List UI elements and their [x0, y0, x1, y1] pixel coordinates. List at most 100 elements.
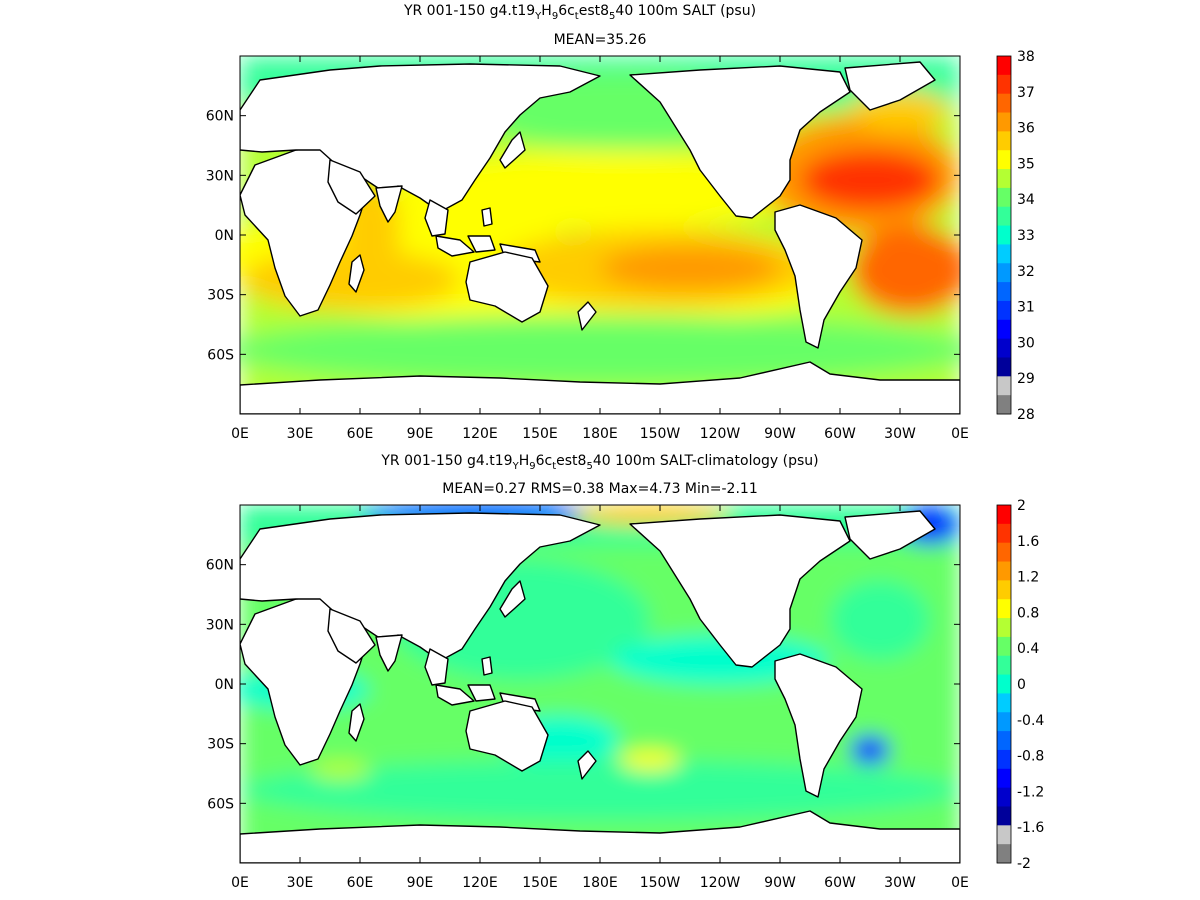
lat-tick-label: 60N [206, 109, 234, 125]
colorbar-label: 29 [1017, 371, 1035, 387]
lon-tick-label: 120E [462, 426, 498, 442]
colorbar-label: 38 [1017, 49, 1035, 65]
colorbar-swatch [997, 655, 1011, 676]
lat-tick-label: 60S [207, 796, 234, 812]
lon-tick-label: 150W [640, 875, 681, 891]
colorbar-swatch [997, 505, 1011, 525]
colorbar-label: 33 [1017, 228, 1035, 244]
panel-2-lat-axis: 60N 30N 0N 30S 60S [206, 558, 960, 812]
lat-tick-label: 30N [206, 168, 234, 184]
panel-1-lat-axis: 60N 30N 0N 30S 60S [206, 109, 960, 363]
lat-tick-label: 30S [207, 288, 234, 304]
colorbar-swatch [997, 150, 1011, 170]
colorbar-swatch [997, 225, 1011, 245]
lon-tick-label: 60E [347, 426, 374, 442]
lon-tick-label: 0E [231, 875, 249, 891]
panel-2-title: YR 001-150 g4.t19YH96ctest8540 100m SALT… [380, 453, 818, 472]
colorbar-swatch [997, 395, 1011, 415]
colorbar-label: 28 [1017, 407, 1035, 423]
colorbar-label: -0.8 [1017, 749, 1044, 765]
lon-tick-label: 60W [824, 875, 856, 891]
colorbar-label: -0.4 [1017, 713, 1044, 729]
lon-tick-label: 90E [407, 875, 434, 891]
colorbar-swatch [997, 263, 1011, 283]
colorbar-swatch [997, 244, 1011, 264]
lon-tick-label: 120E [462, 875, 498, 891]
panel-2-subtitle: MEAN=0.27 RMS=0.38 Max=4.73 Min=-2.11 [442, 481, 757, 497]
colorbar-label: -1.2 [1017, 784, 1044, 800]
colorbar-swatch [997, 56, 1011, 76]
lat-tick-label: 30N [206, 617, 234, 633]
lon-tick-label: 90E [407, 426, 434, 442]
panel-1-colorbar: 38 37 36 35 34 33 32 31 30 29 28 [996, 49, 1035, 423]
lon-tick-label: 0E [951, 426, 969, 442]
panel-1: YR 001-150 g4.t19YH96ctest8540 100m SALT… [206, 3, 1035, 442]
colorbar-swatch [997, 844, 1011, 864]
colorbar-swatch [997, 731, 1011, 751]
lon-tick-label: 0E [231, 426, 249, 442]
lon-tick-label: 30E [287, 426, 314, 442]
lon-tick-label: 30W [884, 875, 916, 891]
colorbar-label: -2 [1017, 856, 1031, 872]
colorbar-swatch [997, 542, 1011, 563]
panel-2: YR 001-150 g4.t19YH96ctest8540 100m SALT… [206, 453, 1045, 891]
colorbar-label: 34 [1017, 192, 1035, 208]
colorbar-swatch [997, 319, 1011, 340]
colorbar-swatch [997, 636, 1011, 657]
colorbar-swatch [997, 693, 1011, 713]
colorbar-label: 0.4 [1017, 641, 1039, 657]
colorbar-swatch [997, 338, 1011, 358]
colorbar-swatch [997, 300, 1011, 321]
lon-tick-label: 90W [764, 426, 796, 442]
colorbar-label: 36 [1017, 121, 1035, 137]
colorbar-label: 35 [1017, 156, 1035, 172]
lat-tick-label: 30S [207, 737, 234, 753]
lon-tick-label: 120W [700, 426, 741, 442]
colorbar-frame [996, 504, 1012, 864]
colorbar-swatch [997, 74, 1011, 95]
colorbar-swatch [997, 749, 1011, 770]
colorbar-swatch [997, 599, 1011, 619]
colorbar-swatch [997, 131, 1011, 151]
lon-tick-label: 120W [700, 875, 741, 891]
panel-2-lon-axis: 0E 30E 60E 90E 120E 150E 180E 150W 120W 90W 60W 30W… [231, 505, 969, 891]
colorbar-swatch [997, 806, 1011, 826]
colorbar-swatch [997, 376, 1011, 396]
colorbar-swatch [997, 169, 1011, 189]
colorbar-label: 32 [1017, 264, 1035, 280]
colorbar-label: 30 [1017, 335, 1035, 351]
lat-tick-label: 60S [207, 347, 234, 363]
colorbar-frame [996, 55, 1012, 415]
lat-tick-label: 0N [215, 677, 234, 693]
lon-tick-label: 150E [522, 875, 558, 891]
colorbar-swatch [997, 825, 1011, 845]
colorbar-swatch [997, 787, 1011, 807]
colorbar-swatch [997, 523, 1011, 544]
panel-2-colorbar: 2 1.6 1.2 0.8 0.4 0 -0.4 -0.8 -1.2 -1.6 -2 [996, 498, 1044, 872]
colorbar-swatch [997, 768, 1011, 789]
colorbar-swatch [997, 712, 1011, 732]
lon-tick-label: 0E [951, 875, 969, 891]
colorbar-label: 31 [1017, 300, 1035, 316]
lon-tick-label: 150W [640, 426, 681, 442]
lat-tick-label: 0N [215, 228, 234, 244]
colorbar-swatch [997, 93, 1011, 114]
colorbar-swatch [997, 561, 1011, 581]
colorbar-swatch [997, 674, 1011, 694]
colorbar-label: -1.6 [1017, 820, 1044, 836]
colorbar-swatch [997, 206, 1011, 227]
colorbar-label: 0 [1017, 677, 1026, 693]
colorbar-label: 0.8 [1017, 605, 1039, 621]
panel-1-title: YR 001-150 g4.t19YH96ctest8540 100m SALT… [403, 3, 756, 22]
colorbar-swatch [997, 357, 1011, 377]
lat-tick-label: 60N [206, 558, 234, 574]
lon-tick-label: 30E [287, 875, 314, 891]
lon-tick-label: 180E [582, 875, 618, 891]
colorbar-swatch [997, 618, 1011, 638]
colorbar-swatch [997, 580, 1011, 600]
lon-tick-label: 30W [884, 426, 916, 442]
colorbar-label: 2 [1017, 498, 1026, 514]
colorbar-swatch [997, 282, 1011, 302]
lon-tick-label: 60W [824, 426, 856, 442]
